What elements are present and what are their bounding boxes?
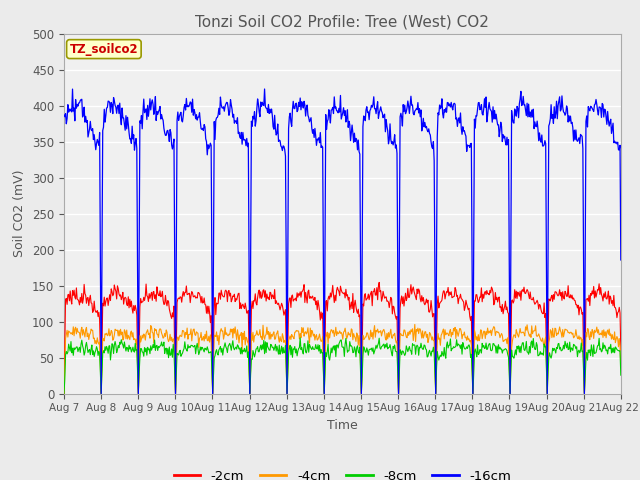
-2cm (70, 287, 78, 293)
-2cm (617, 347, 625, 353)
-8cm (411, 342, 419, 348)
-2cm (428, 298, 435, 303)
-16cm (60, 112, 68, 118)
-4cm (60, 391, 68, 396)
-4cm (70, 333, 78, 339)
-16cm (260, 86, 268, 92)
-2cm (411, 291, 419, 297)
Y-axis label: Soil CO2 (mV): Soil CO2 (mV) (13, 170, 26, 257)
-16cm (617, 257, 625, 263)
-4cm (127, 328, 135, 334)
Line: -4cm: -4cm (64, 324, 621, 394)
-2cm (127, 298, 135, 304)
-8cm (428, 353, 435, 359)
Line: -16cm: -16cm (64, 89, 621, 394)
-4cm (184, 336, 192, 342)
-16cm (428, 144, 436, 150)
-8cm (60, 391, 68, 396)
-16cm (97, 391, 105, 396)
-16cm (214, 112, 222, 118)
-4cm (410, 330, 418, 336)
Legend: -2cm, -4cm, -8cm, -16cm: -2cm, -4cm, -8cm, -16cm (168, 464, 516, 480)
Text: TZ_soilco2: TZ_soilco2 (70, 43, 138, 56)
-4cm (411, 322, 419, 327)
-16cm (185, 104, 193, 109)
-4cm (428, 334, 435, 339)
-4cm (617, 364, 625, 370)
-8cm (617, 372, 625, 378)
-8cm (184, 342, 192, 348)
-2cm (214, 301, 221, 307)
-2cm (184, 291, 192, 297)
-8cm (70, 345, 78, 351)
-8cm (296, 335, 304, 341)
-8cm (214, 351, 221, 357)
X-axis label: Time: Time (327, 419, 358, 432)
Line: -2cm: -2cm (64, 282, 621, 394)
-16cm (128, 123, 136, 129)
-4cm (214, 338, 221, 344)
-2cm (60, 391, 68, 396)
-2cm (375, 279, 383, 285)
-16cm (412, 107, 419, 113)
Line: -8cm: -8cm (64, 338, 621, 394)
Title: Tonzi Soil CO2 Profile: Tree (West) CO2: Tonzi Soil CO2 Profile: Tree (West) CO2 (195, 15, 490, 30)
-8cm (127, 349, 135, 355)
-16cm (70, 105, 78, 111)
